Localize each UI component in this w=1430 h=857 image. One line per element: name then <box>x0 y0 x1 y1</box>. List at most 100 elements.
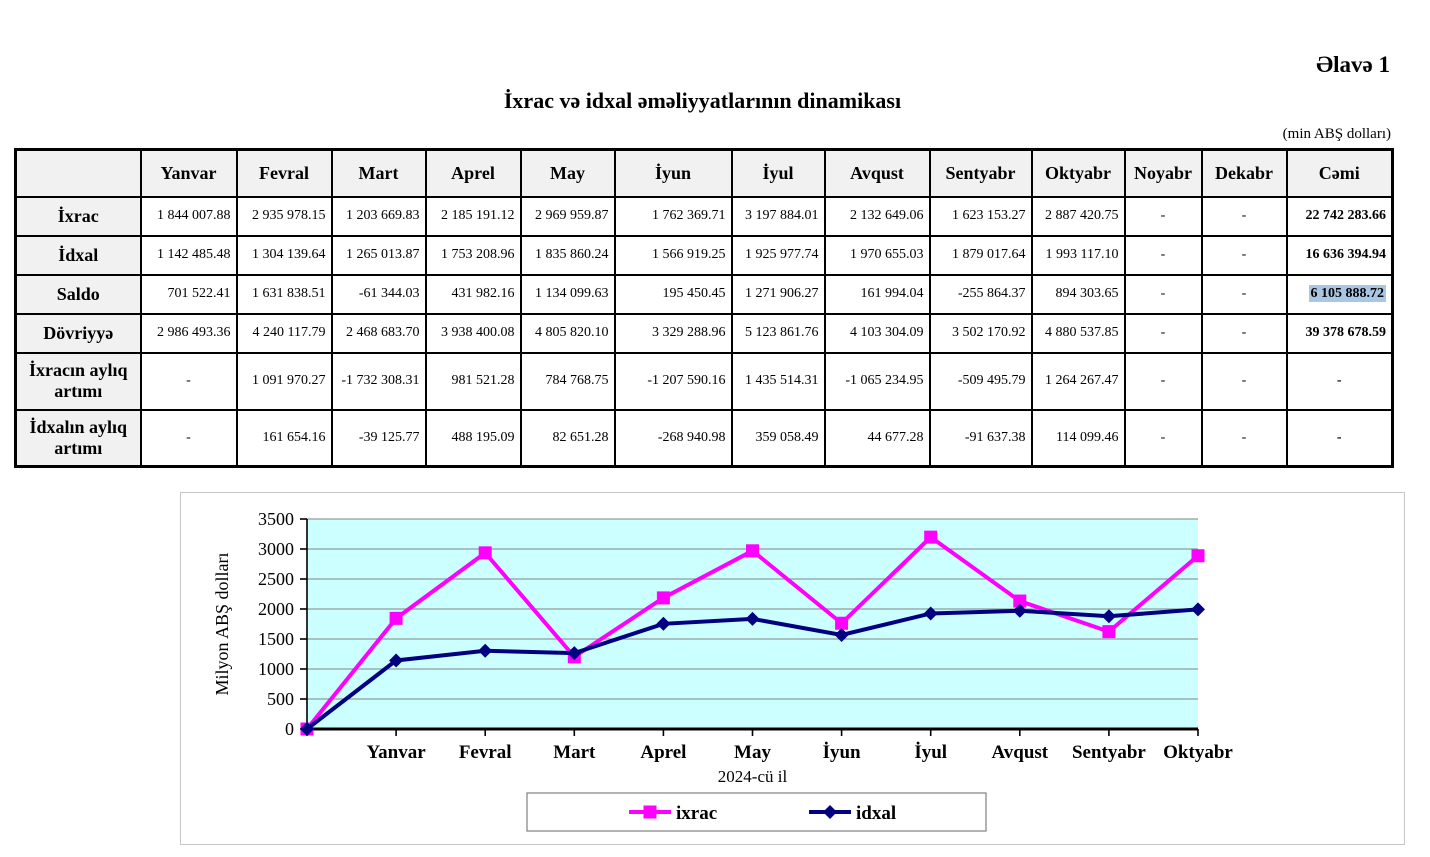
row-label: Dövriyyə <box>14 312 142 354</box>
column-header-aprel: Aprel <box>424 148 522 198</box>
column-header-may: May <box>519 148 616 198</box>
table-cell: 6 105 888.72 <box>1285 273 1394 315</box>
table-cell: - <box>1123 408 1203 468</box>
table-cell: -268 940.98 <box>613 408 733 468</box>
row-label: İxrac <box>14 195 142 237</box>
table-cell: 2 887 420.75 <box>1030 195 1126 237</box>
table-cell: 488 195.09 <box>424 408 522 468</box>
table-cell: 1 631 838.51 <box>235 273 333 315</box>
x-tick-label: Yanvar <box>367 742 427 763</box>
table-cell: - <box>1200 273 1288 315</box>
table-cell: - <box>1200 195 1288 237</box>
table-cell: -1 065 234.95 <box>823 351 931 411</box>
annex-label: Əlavə 1 <box>1316 52 1390 77</box>
x-tick-label: May <box>734 742 771 763</box>
x-tick-label: Sentyabr <box>1072 742 1146 763</box>
x-tick-label: İyul <box>914 742 947 763</box>
column-header-mart: Mart <box>330 148 427 198</box>
table-cell: 1 435 514.31 <box>730 351 826 411</box>
table-cell: 1 835 860.24 <box>519 234 616 276</box>
table-cell: 2 986 493.36 <box>139 312 238 354</box>
column-header-cəmi: Cəmi <box>1285 148 1394 198</box>
column-header-oktyabr: Oktyabr <box>1030 148 1126 198</box>
table-cell: 1 203 669.83 <box>330 195 427 237</box>
table-cell: 82 651.28 <box>519 408 616 468</box>
table-cell: 2 132 649.06 <box>823 195 931 237</box>
column-header-i̇yul: İyul <box>730 148 826 198</box>
table-row: İxracın aylıq artımı -1 091 970.27 -1 732 … <box>14 351 1394 411</box>
table-cell: 1 304 139.64 <box>235 234 333 276</box>
chart-container: 0 500 1000 1500 2000 2500 3000 3500 Milyon ABŞ d… <box>180 492 1405 845</box>
legend: ixrac idxal <box>526 792 987 832</box>
table-cell: 4 880 537.85 <box>1030 312 1126 354</box>
table-cell: 1 762 369.71 <box>613 195 733 237</box>
column-header-noyabr: Noyabr <box>1123 148 1203 198</box>
table-header-row: Yanvar Fevral Mart Aprel May İyun İyul Avqust Se… <box>14 148 1394 198</box>
table-cell: - <box>139 351 238 411</box>
table-row: İdxal 1 142 485.48 1 304 139.64 1 265 013.8… <box>14 234 1394 276</box>
table-row: İxrac 1 844 007.88 2 935 978.15 1 203 669.8… <box>14 195 1394 237</box>
table-cell: -39 125.77 <box>330 408 427 468</box>
highlighted-value: 6 105 888.72 <box>1308 285 1386 302</box>
table-cell: 1 993 117.10 <box>1030 234 1126 276</box>
table-cell: 195 450.45 <box>613 273 733 315</box>
table-cell: 3 938 400.08 <box>424 312 522 354</box>
x-tick-label: Oktyabr <box>1163 742 1233 763</box>
table-cell: 701 522.41 <box>139 273 238 315</box>
y-axis: 0 500 1000 1500 2000 2500 3000 3500 Milyon ABŞ d… <box>212 509 308 739</box>
table-cell: -1 207 590.16 <box>613 351 733 411</box>
x-tick-label: Mart <box>553 742 596 763</box>
table-cell: 1 879 017.64 <box>928 234 1033 276</box>
table-cell: 784 768.75 <box>519 351 616 411</box>
table-cell: 1 566 919.25 <box>613 234 733 276</box>
table-cell: - <box>1200 312 1288 354</box>
table-cell: 1 925 977.74 <box>730 234 826 276</box>
table-cell: - <box>1123 234 1203 276</box>
column-header-dekabr: Dekabr <box>1200 148 1288 198</box>
row-label: İdxalın aylıq artımı <box>14 408 142 468</box>
table-cell: 4 805 820.10 <box>519 312 616 354</box>
table-cell: 16 636 394.94 <box>1285 234 1394 276</box>
table-cell: - <box>1200 351 1288 411</box>
table-cell: 3 502 170.92 <box>928 312 1033 354</box>
table-cell: 2 969 959.87 <box>519 195 616 237</box>
x-axis: Yanvar Fevral Mart Aprel May İyun İyul Avqust Se… <box>306 727 1233 786</box>
unit-note: (min ABŞ dolları) <box>1282 126 1391 142</box>
column-header-avqust: Avqust <box>823 148 931 198</box>
table-cell: 981 521.28 <box>424 351 522 411</box>
table-cell: 2 935 978.15 <box>235 195 333 237</box>
column-header-blank <box>14 148 142 198</box>
table-cell: - <box>1123 273 1203 315</box>
table-cell: 1 623 153.27 <box>928 195 1033 237</box>
y-tick-label: 1500 <box>258 629 294 649</box>
series-idxal <box>300 602 1205 736</box>
table-row: Dövriyyə 2 986 493.36 4 240 117.79 2 468 68… <box>14 312 1394 354</box>
x-tick-label: Avqust <box>991 742 1048 763</box>
x-tick-label: İyun <box>823 742 861 763</box>
table-cell: -61 344.03 <box>330 273 427 315</box>
table-cell: 1 091 970.27 <box>235 351 333 411</box>
column-header-i̇yun: İyun <box>613 148 733 198</box>
table-cell: 44 677.28 <box>823 408 931 468</box>
column-header-yanvar: Yanvar <box>139 148 238 198</box>
table-cell: 4 240 117.79 <box>235 312 333 354</box>
table-cell: -255 864.37 <box>928 273 1033 315</box>
y-tick-label: 2500 <box>258 569 294 589</box>
table-cell: 3 197 884.01 <box>730 195 826 237</box>
row-label: İdxal <box>14 234 142 276</box>
y-axis-title: Milyon ABŞ dolları <box>212 552 232 695</box>
table-cell: 5 123 861.76 <box>730 312 826 354</box>
table-cell: 39 378 678.59 <box>1285 312 1394 354</box>
table-cell: 1 142 485.48 <box>139 234 238 276</box>
table-cell: 2 185 191.12 <box>424 195 522 237</box>
y-tick-label: 1000 <box>258 659 294 679</box>
row-label: İxracın aylıq artımı <box>14 351 142 411</box>
x-tick-label: Aprel <box>640 742 686 763</box>
table-cell: - <box>1123 312 1203 354</box>
table-cell: 4 103 304.09 <box>823 312 931 354</box>
table-cell: 22 742 283.66 <box>1285 195 1394 237</box>
legend-label-idxal: idxal <box>856 803 896 824</box>
table-cell: 1 264 267.47 <box>1030 351 1126 411</box>
table-cell: 894 303.65 <box>1030 273 1126 315</box>
y-tick-label: 3000 <box>258 539 294 559</box>
